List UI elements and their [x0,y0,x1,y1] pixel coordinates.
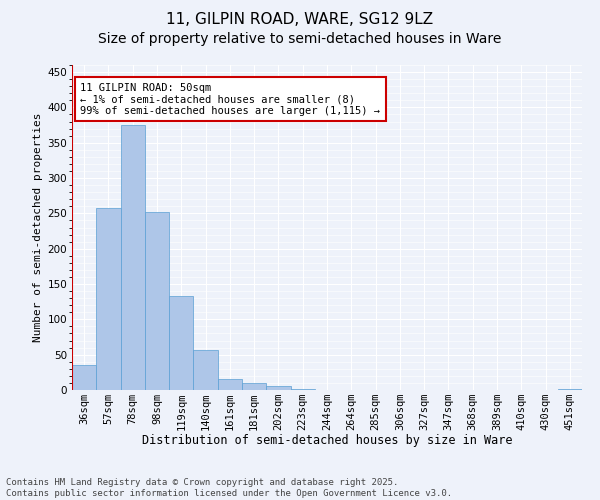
Y-axis label: Number of semi-detached properties: Number of semi-detached properties [33,113,43,342]
Text: Contains HM Land Registry data © Crown copyright and database right 2025.
Contai: Contains HM Land Registry data © Crown c… [6,478,452,498]
X-axis label: Distribution of semi-detached houses by size in Ware: Distribution of semi-detached houses by … [142,434,512,448]
Bar [266,386,290,390]
Bar [169,296,193,390]
Bar [145,212,169,390]
Text: 11 GILPIN ROAD: 50sqm
← 1% of semi-detached houses are smaller (8)
99% of semi-d: 11 GILPIN ROAD: 50sqm ← 1% of semi-detac… [80,82,380,116]
Text: 11, GILPIN ROAD, WARE, SG12 9LZ: 11, GILPIN ROAD, WARE, SG12 9LZ [166,12,434,28]
Bar [72,366,96,390]
Bar [558,388,582,390]
Bar [218,380,242,390]
Bar [193,350,218,390]
Bar [242,383,266,390]
Text: Size of property relative to semi-detached houses in Ware: Size of property relative to semi-detach… [98,32,502,46]
Bar [121,125,145,390]
Bar [96,208,121,390]
